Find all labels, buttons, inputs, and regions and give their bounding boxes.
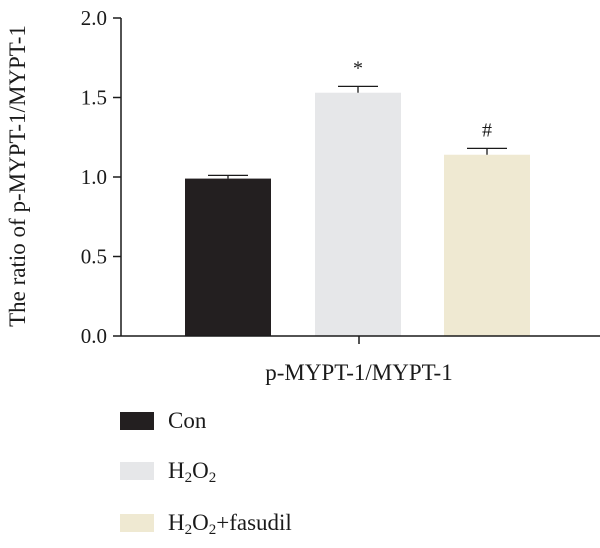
bars: *# — [185, 57, 530, 336]
legend-label-h2o2-fasudil: H2O2+fasudil — [168, 510, 292, 538]
significance-marker-2: * — [353, 57, 363, 79]
y-axis: 0.0 0.5 1.0 1.5 2.0 — [81, 6, 122, 348]
y-tick-label-4: 2.0 — [81, 6, 107, 30]
x-axis — [121, 335, 600, 344]
legend-label-con: Con — [168, 408, 207, 433]
y-tick-label-0: 0.0 — [81, 324, 107, 348]
y-tick-label-1: 0.5 — [81, 245, 107, 269]
bar-1 — [185, 178, 271, 336]
y-tick-label-3: 1.5 — [81, 86, 107, 110]
legend-label-h2o2: H2O2 — [168, 458, 217, 486]
bar-3 — [444, 154, 530, 336]
bar-2 — [315, 92, 401, 336]
legend-swatch-h2o2-fasudil — [120, 514, 154, 532]
x-axis-label: p-MYPT-1/MYPT-1 — [265, 360, 452, 385]
y-axis-label: The ratio of p-MYPT-1/MYPT-1 — [5, 25, 30, 327]
significance-marker-3: # — [482, 119, 492, 141]
y-tick-label-2: 1.0 — [81, 165, 107, 189]
legend-swatch-con — [120, 412, 154, 430]
legend-swatch-h2o2 — [120, 462, 154, 480]
